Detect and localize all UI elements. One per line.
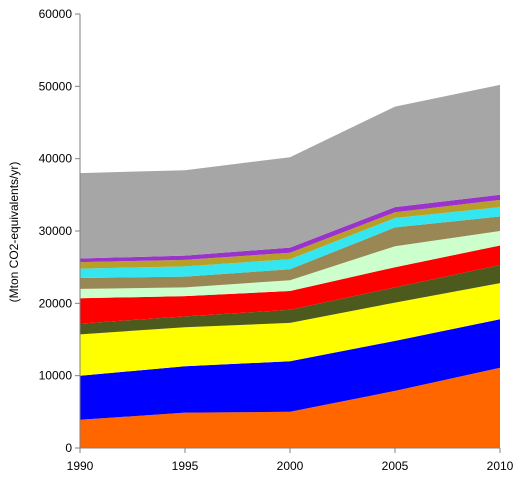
area-series-1 bbox=[80, 367, 500, 448]
area-series-7 bbox=[80, 216, 500, 289]
area-series-group bbox=[80, 84, 500, 448]
x-tick-label: 1995 bbox=[172, 459, 199, 473]
area-series-11 bbox=[80, 84, 500, 259]
y-tick-label: 30000 bbox=[39, 224, 73, 238]
y-tick-label: 0 bbox=[65, 441, 72, 455]
area-series-10 bbox=[80, 194, 500, 263]
axes-group bbox=[75, 13, 501, 453]
area-series-5 bbox=[80, 245, 500, 324]
y-tick-label: 60000 bbox=[39, 7, 73, 21]
y-axis-title: (Mton CO2-equivalents/yr) bbox=[7, 162, 21, 303]
x-tick-label: 2010 bbox=[487, 459, 514, 473]
x-tick-labels-group: 1990 1995 2000 2005 2010 bbox=[67, 459, 514, 473]
x-tick-label: 2005 bbox=[382, 459, 409, 473]
x-tick-label: 1990 bbox=[67, 459, 94, 473]
area-series-2 bbox=[80, 319, 500, 420]
area-series-4 bbox=[80, 265, 500, 335]
y-tick-labels-group: 0 10000 20000 30000 40000 50000 60000 bbox=[39, 7, 73, 455]
y-tick-label: 50000 bbox=[39, 79, 73, 93]
area-series-3 bbox=[80, 283, 500, 376]
x-tick-label: 2000 bbox=[277, 459, 304, 473]
y-tick-label: 20000 bbox=[39, 296, 73, 310]
y-tick-label: 10000 bbox=[39, 369, 73, 383]
area-series-6 bbox=[80, 231, 500, 299]
area-series-9 bbox=[80, 199, 500, 269]
area-series-8 bbox=[80, 207, 500, 278]
y-tick-label: 40000 bbox=[39, 152, 73, 166]
